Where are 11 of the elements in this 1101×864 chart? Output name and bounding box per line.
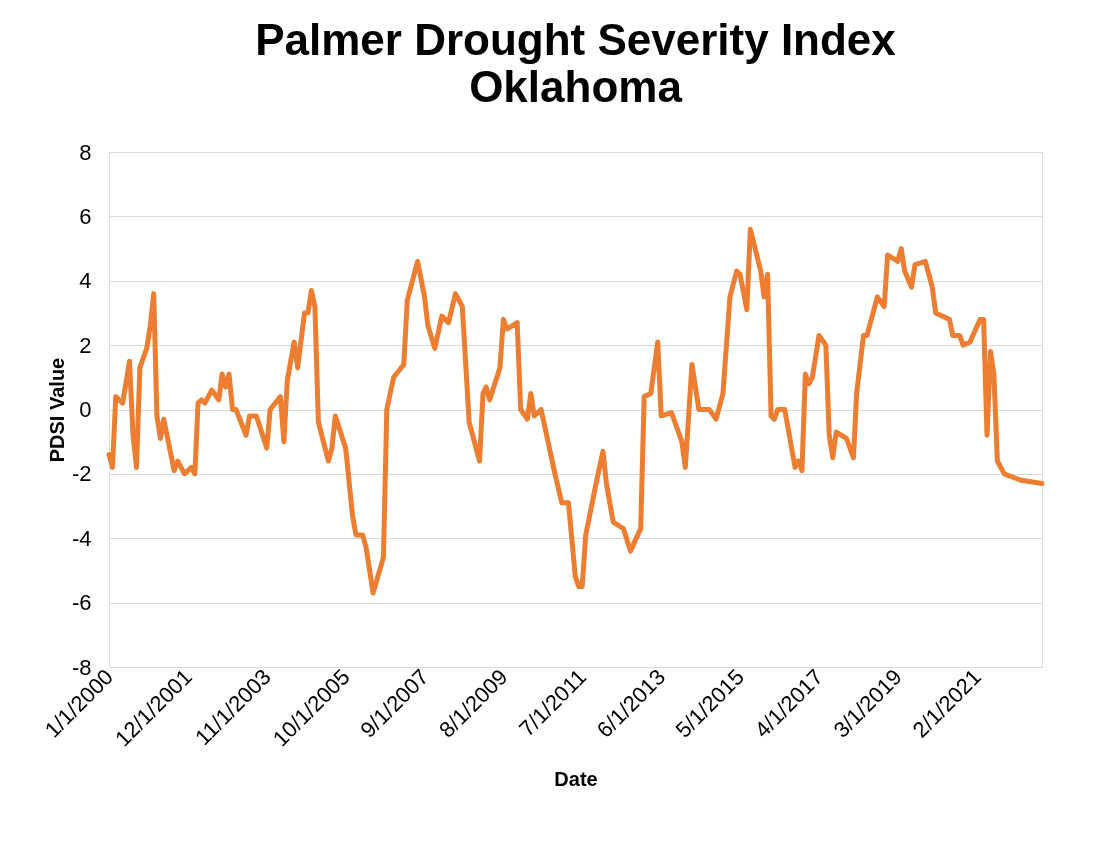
y-axis-title: PDSI Value [45,357,68,463]
y-tick-label: -4 [71,525,92,551]
x-axis-title: Date [554,768,598,791]
chart-title: Palmer Drought Severity Index [255,15,897,64]
y-tick-label: 8 [79,139,92,165]
y-tick-label: 2 [79,332,92,358]
y-tick-label: 0 [79,397,92,422]
y-tick-label: -6 [71,590,92,616]
y-tick-label: 6 [79,203,92,229]
y-tick-label: -2 [71,461,92,487]
y-tick-label: 4 [79,268,92,294]
